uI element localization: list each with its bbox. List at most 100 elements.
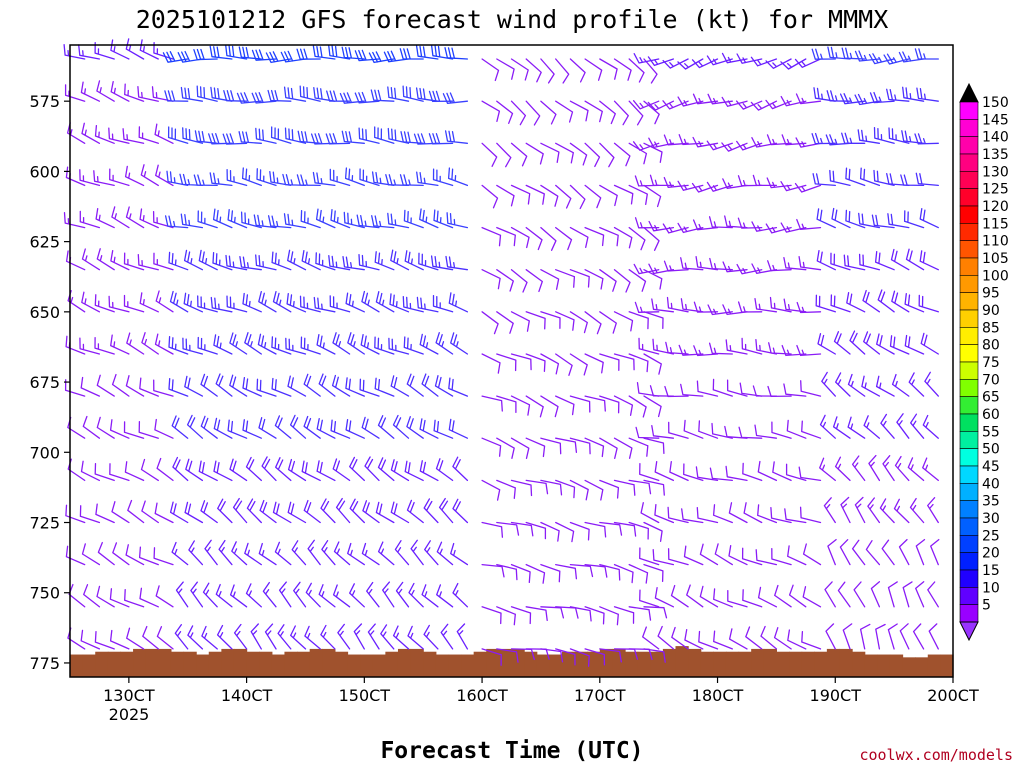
- wind-barb: [332, 458, 351, 482]
- wind-barb: [692, 219, 719, 231]
- colorbar-swatch: [959, 465, 979, 484]
- wind-barb: [510, 606, 532, 625]
- terrain-column: [145, 648, 159, 677]
- terrain-column: [877, 654, 891, 677]
- wind-barb: [110, 249, 130, 271]
- wind-barb: [347, 542, 365, 566]
- colorbar-label: 45: [982, 459, 1000, 475]
- wind-barb: [122, 128, 145, 144]
- wind-barb: [584, 606, 605, 625]
- wind-barb: [706, 181, 733, 192]
- wind-barb: [255, 254, 277, 271]
- wind-barb: [153, 547, 174, 566]
- wind-barb: [481, 648, 502, 666]
- wind-barb: [127, 499, 145, 524]
- wind-barb: [137, 253, 159, 271]
- wind-barb: [418, 252, 439, 271]
- terrain-column: [599, 648, 614, 677]
- wind-barb: [832, 416, 851, 439]
- wind-barb: [387, 212, 410, 229]
- wind-barb: [787, 629, 807, 650]
- wind-barb: [642, 626, 660, 650]
- wind-barb: [663, 134, 689, 146]
- wind-barb: [496, 606, 516, 626]
- wind-barb: [168, 378, 189, 397]
- wind-barb: [843, 254, 866, 271]
- colorbar-label: 90: [982, 303, 1000, 319]
- wind-barb: [241, 167, 262, 187]
- wind-barb: [919, 250, 939, 271]
- wind-barb: [481, 58, 500, 82]
- wind-barb: [654, 460, 675, 482]
- wind-barb: [599, 311, 617, 334]
- wind-barb: [138, 546, 159, 566]
- wind-barb: [256, 378, 277, 397]
- wind-barb: [95, 208, 115, 229]
- wind-barb: [326, 90, 351, 102]
- wind-barb: [668, 421, 689, 439]
- wind-barb: [628, 563, 649, 584]
- wind-barb: [555, 269, 576, 288]
- wind-barb: [353, 623, 365, 650]
- wind-barb: [287, 249, 307, 271]
- wind-barb: [769, 296, 792, 313]
- wind-barb: [299, 295, 321, 313]
- wind-barb: [599, 142, 615, 168]
- wind-barb: [303, 415, 321, 439]
- wind-barb: [613, 226, 633, 249]
- colorbar: 1501451401351301251201151101051009590858…: [959, 82, 1009, 642]
- wind-barb: [555, 100, 574, 123]
- wind-barb: [893, 498, 910, 524]
- wind-barb: [362, 500, 380, 524]
- wind-barb: [335, 497, 351, 524]
- wind-barb: [390, 501, 410, 524]
- colorbar-label: 105: [982, 251, 1009, 267]
- wind-barb: [213, 417, 233, 439]
- wind-barb: [851, 455, 866, 482]
- wind-barb: [419, 333, 439, 355]
- wind-barb: [525, 311, 546, 330]
- wind-barb: [845, 209, 866, 229]
- colorbar-swatch: [959, 327, 979, 345]
- wind-barb: [371, 215, 395, 229]
- wind-barb: [916, 87, 939, 102]
- wind-barb: [65, 504, 86, 524]
- x-tick-label: 180CT: [692, 686, 744, 705]
- wind-barb: [683, 463, 704, 482]
- wind-barb: [156, 626, 174, 650]
- wind-barb: [481, 100, 501, 123]
- wind-barb: [742, 589, 763, 608]
- wind-barb: [204, 539, 218, 566]
- wind-barb: [780, 181, 807, 192]
- wind-barb: [677, 222, 704, 234]
- wind-barb: [851, 539, 866, 566]
- wind-barb: [190, 581, 204, 608]
- wind-barb: [290, 625, 307, 650]
- wind-barb: [415, 87, 439, 102]
- wind-barb: [188, 540, 204, 566]
- wind-barb: [349, 498, 365, 524]
- wind-barb: [525, 184, 545, 205]
- wind-barb: [280, 50, 307, 63]
- wind-barb: [786, 419, 807, 439]
- wind-barb: [837, 581, 851, 608]
- wind-barb: [870, 581, 881, 608]
- wind-barb: [424, 540, 439, 566]
- wind-barb: [876, 333, 895, 355]
- wind-barb: [341, 130, 365, 144]
- wind-barb: [198, 460, 218, 482]
- wind-barb: [212, 251, 233, 271]
- wind-barb: [109, 419, 130, 439]
- wind-barb: [664, 385, 689, 398]
- wind-barb: [339, 92, 365, 104]
- wind-barb: [841, 132, 866, 144]
- wind-barb: [496, 100, 514, 124]
- wind-barb: [109, 629, 130, 650]
- wind-barb: [827, 46, 851, 60]
- wind-barb: [584, 311, 602, 335]
- wind-barb: [320, 624, 336, 650]
- wind-barb: [450, 332, 469, 355]
- wind-barb: [825, 623, 836, 650]
- wind-barb: [875, 375, 895, 397]
